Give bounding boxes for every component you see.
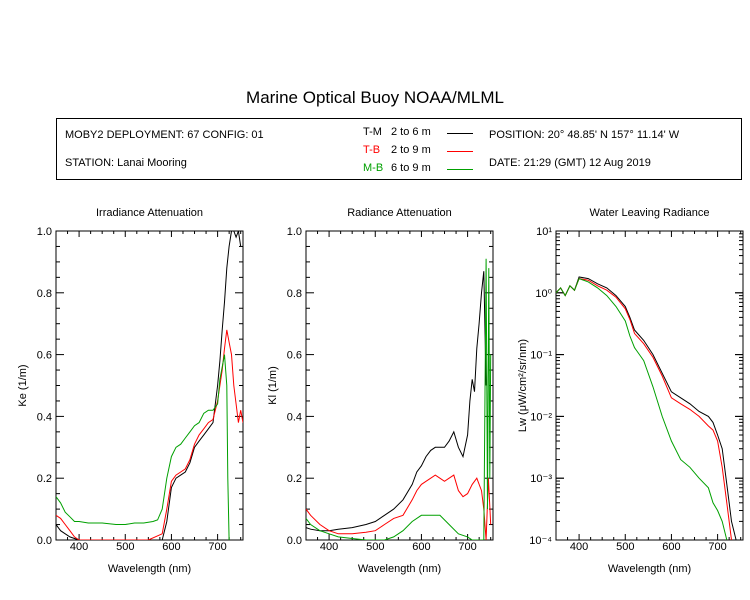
chart-panel-2: Radiance Attenuation 400 500 600 700 Waveleng…: [267, 207, 494, 575]
series-line-t-b: [56, 329, 243, 540]
x-tick-label: 600: [162, 541, 180, 553]
series-line-m-b: [56, 354, 230, 540]
y-tick-label: 0.4: [287, 411, 302, 423]
panel-title: Irradiance Attenuation: [96, 207, 203, 219]
deployment-label: MOBY2 DEPLOYMENT: 67 CONFIG: 01: [65, 129, 264, 141]
x-tick-label: 400: [570, 541, 588, 553]
legend-range-tb: 2 to 9 m: [391, 144, 431, 156]
x-tick-label: 500: [366, 541, 384, 553]
y-tick-label: 0.2: [37, 473, 52, 485]
chart-title: Marine Optical Buoy NOAA/MLML: [246, 88, 504, 107]
y-tick-label: 1.0: [287, 226, 302, 238]
y-tick-label: 1.0: [37, 226, 52, 238]
series-line-t-m: [306, 271, 487, 532]
legend-code-tm: T-M: [363, 126, 382, 138]
y-tick-label: 10⁻²: [530, 411, 552, 423]
y-axis-label: Ke (1/m): [17, 364, 29, 406]
y-tick-label: 10⁰: [535, 288, 552, 300]
x-tick-label: 700: [208, 541, 226, 553]
panel-title: Radiance Attenuation: [347, 207, 452, 219]
series-line-m-b: [306, 258, 492, 540]
x-tick-label: 400: [320, 541, 338, 553]
date-label: DATE: 21:29 (GMT) 12 Aug 2019: [489, 157, 651, 169]
x-tick-label: 700: [458, 541, 476, 553]
legend-range-tm: 2 to 6 m: [391, 126, 431, 138]
x-axis-label: Wavelength (nm): [608, 563, 691, 575]
chart-panel-1: Irradiance Attenuation 400 500 600 700 Wavele…: [17, 207, 244, 575]
legend-line-tb: [447, 151, 473, 152]
y-tick-label: 10⁻⁴: [529, 535, 552, 547]
y-tick-label: 0.4: [37, 411, 52, 423]
y-tick-label: 10¹: [536, 226, 552, 238]
y-tick-label: 0.8: [287, 288, 302, 300]
y-tick-label: 0.2: [287, 473, 302, 485]
series-line-t-b: [556, 278, 732, 540]
series-line-t-m: [56, 231, 242, 540]
plot-frame: [55, 230, 244, 541]
legend-line-mb: [447, 169, 473, 170]
legend-range-mb: 6 to 9 m: [391, 162, 431, 174]
panel-title: Water Leaving Radiance: [589, 207, 709, 219]
legend-code-mb: M-B: [363, 162, 384, 174]
y-tick-label: 0.0: [287, 535, 302, 547]
series-line-t-m: [556, 276, 737, 540]
plot-frame: [305, 230, 494, 541]
x-axis-label: Wavelength (nm): [108, 563, 191, 575]
y-axis-label: Lw (μW/cm²/sr/nm): [517, 339, 529, 432]
y-tick-label: 10⁻³: [530, 473, 552, 485]
x-tick-label: 500: [116, 541, 134, 553]
y-tick-label: 0.8: [37, 288, 52, 300]
x-tick-label: 700: [708, 541, 726, 553]
series-line-t-b: [306, 474, 492, 540]
legend-line-tm: [447, 133, 473, 134]
plot-frame: [555, 230, 744, 541]
y-axis-label: Kl (1/m): [267, 366, 279, 405]
x-tick-label: 500: [616, 541, 634, 553]
chart-panel-3: Water Leaving Radiance 400 500 600 700 Wavele…: [517, 207, 744, 575]
x-axis-label: Wavelength (nm): [358, 563, 441, 575]
y-tick-label: 0.0: [37, 535, 52, 547]
x-tick-label: 400: [70, 541, 88, 553]
station-label: STATION: Lanai Mooring: [65, 157, 187, 169]
y-tick-label: 0.6: [37, 350, 52, 362]
y-tick-label: 0.6: [287, 350, 302, 362]
x-tick-label: 600: [412, 541, 430, 553]
y-tick-label: 10⁻¹: [530, 350, 552, 362]
info-box: MOBY2 DEPLOYMENT: 67 CONFIG: 01 STATION:…: [56, 118, 742, 180]
position-label: POSITION: 20° 48.85' N 157° 11.14' W: [489, 129, 680, 141]
x-tick-label: 600: [662, 541, 680, 553]
series-line-m-b: [556, 277, 728, 540]
legend-code-tb: T-B: [363, 144, 381, 156]
